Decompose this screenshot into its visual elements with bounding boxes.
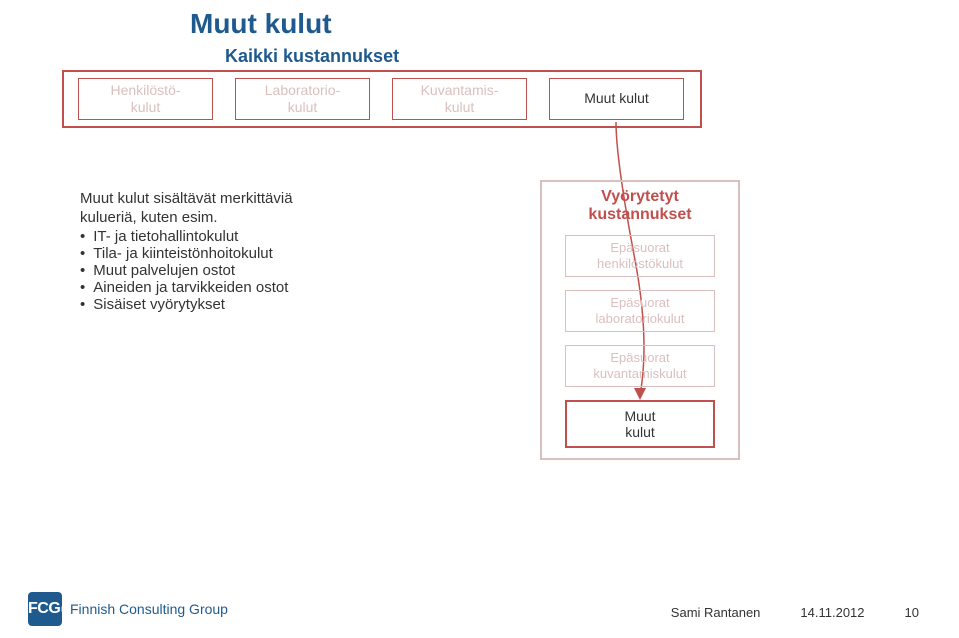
logo-text: Finnish Consulting Group [70, 601, 228, 617]
footer-page: 10 [905, 605, 919, 620]
footer: FCG Finnish Consulting Group Sami Rantan… [0, 586, 959, 626]
footer-author: Sami Rantanen [671, 605, 761, 620]
small-box-1: Epäsuoratlaboratoriokulut [565, 290, 715, 332]
small-box-0-label: Epäsuorathenkilöstökulut [597, 240, 683, 271]
arrow-path [0, 0, 959, 638]
allocated-title-2: kustannukset [565, 206, 715, 224]
logo-mark: FCG [28, 592, 62, 626]
logo-mark-text: FCG [28, 600, 60, 618]
small-box-0: Epäsuorathenkilöstökulut [565, 235, 715, 277]
small-box-1-label: Epäsuoratlaboratoriokulut [596, 295, 685, 326]
logo: FCG Finnish Consulting Group [28, 592, 228, 626]
allocated-title: Vyörytetyt kustannukset [565, 188, 715, 224]
allocated-title-1: Vyörytetyt [565, 188, 715, 206]
small-box-2: Epäsuoratkuvantamiskulut [565, 345, 715, 387]
footer-right: Sami Rantanen 14.11.2012 10 [671, 605, 919, 620]
red-result-label: Muutkulut [624, 408, 655, 440]
footer-date: 14.11.2012 [800, 605, 864, 620]
logo-dot-icon [61, 606, 62, 612]
small-box-2-label: Epäsuoratkuvantamiskulut [593, 350, 686, 381]
red-result-box: Muutkulut [565, 400, 715, 448]
